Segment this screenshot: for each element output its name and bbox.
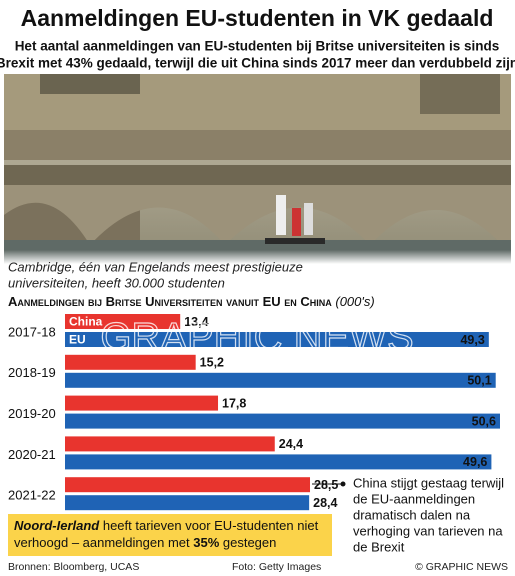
note: verhoogd – aanmeldingen met 35% gestegen bbox=[14, 535, 276, 550]
sources: Bronnen: Bloomberg, UCAS bbox=[8, 561, 139, 573]
photo-credit: Foto: Getty Images bbox=[232, 561, 321, 573]
y-tick-label: 2019-20 bbox=[8, 406, 56, 421]
value-label: 24,4 bbox=[279, 437, 303, 451]
value-label: 49,3 bbox=[460, 333, 484, 347]
annotation: China stijgt gestaag terwijl de EU-aanme… bbox=[340, 475, 504, 554]
caption: universiteiten, heeft 30.000 studenten bbox=[8, 275, 225, 290]
bar bbox=[65, 332, 489, 347]
annotation: de EU-aanmeldingen bbox=[353, 491, 475, 506]
value-label: 17,8 bbox=[222, 396, 246, 410]
annotation: de Brexit bbox=[353, 539, 405, 554]
note-box bbox=[8, 514, 332, 556]
bar bbox=[65, 314, 181, 329]
value-label: 15,2 bbox=[200, 356, 224, 370]
note-bold: 35% bbox=[193, 535, 219, 550]
value-label: 50,6 bbox=[472, 414, 496, 428]
y-tick-label: 2021-22 bbox=[8, 488, 56, 503]
note-text: gestegen bbox=[219, 535, 276, 550]
bar bbox=[65, 454, 492, 470]
subtitle: Brexit met 43% gedaald, terwijl die uit … bbox=[0, 56, 515, 71]
unit: (000's) bbox=[335, 294, 374, 309]
note-text: verhoogd – aanmeldingen met bbox=[14, 535, 193, 550]
watermark: GRAPHIC NEWS bbox=[100, 316, 413, 360]
y-tick-label: 2017-18 bbox=[8, 324, 56, 339]
value-label: 50,1 bbox=[467, 374, 491, 388]
annotation: China stijgt gestaag terwijl bbox=[353, 475, 504, 490]
bar bbox=[65, 436, 275, 452]
annotation: verhoging van tarieven na bbox=[353, 523, 503, 538]
caption: Cambridge, één van Engelands meest prest… bbox=[8, 259, 303, 274]
subtitle: Het aantal aanmeldingen van EU-studenten… bbox=[15, 39, 500, 54]
photo bbox=[4, 74, 511, 264]
chart-title: Aanmeldingen bij Britse Universiteiten v… bbox=[8, 294, 375, 309]
y-tick-label: 2020-21 bbox=[8, 447, 56, 462]
value-label: 28,4 bbox=[313, 496, 337, 510]
y-tick-label: 2018-19 bbox=[8, 365, 56, 380]
bar bbox=[65, 395, 219, 411]
credit: © GRAPHIC NEWS bbox=[415, 561, 508, 573]
title: Aanmeldingen EU-studenten in VK gedaald bbox=[21, 5, 494, 31]
note-bold: Noord-Ierland bbox=[14, 518, 100, 533]
bar bbox=[65, 477, 311, 493]
annotation: dramatisch dalen na bbox=[353, 507, 471, 522]
value-label: 28,5 bbox=[314, 478, 338, 492]
bar bbox=[65, 354, 196, 370]
legend-label: China bbox=[69, 315, 103, 329]
bar bbox=[65, 372, 496, 388]
chart: 2017-18 13,4 China 49,3 EU 2018-19 15,2 50,1 201… bbox=[8, 314, 500, 511]
note-text: heeft tarieven voor EU-studenten niet bbox=[99, 518, 318, 533]
bar bbox=[65, 413, 500, 429]
value-label: 49,6 bbox=[463, 455, 487, 469]
legend-label: EU bbox=[69, 333, 86, 347]
note: Noord-Ierland heeft tarieven voor EU-stu… bbox=[14, 518, 319, 533]
annotation-dot bbox=[340, 481, 346, 487]
chart-title: Aanmeldingen bij Britse Universiteiten v… bbox=[8, 294, 332, 309]
value-label: 13,4 bbox=[184, 315, 208, 329]
bar bbox=[65, 495, 310, 511]
